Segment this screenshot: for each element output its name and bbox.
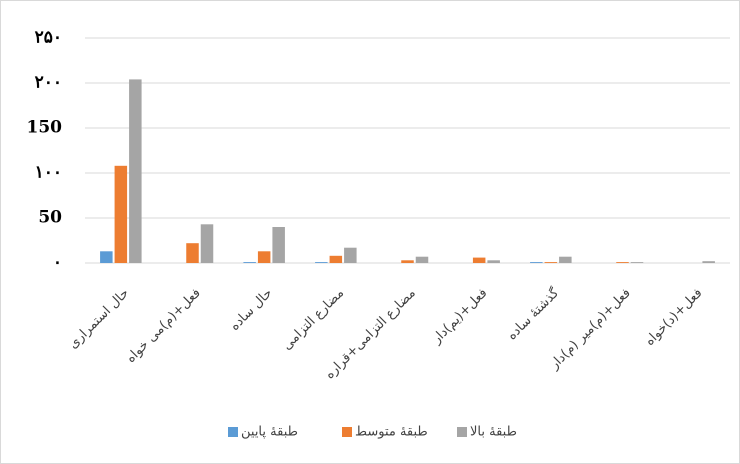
bar	[243, 262, 256, 263]
bar	[114, 165, 128, 263]
bar	[616, 262, 629, 263]
bar	[472, 257, 486, 263]
y-tick-label: ۲۵۰	[35, 28, 62, 48]
bar	[415, 256, 429, 263]
bar	[344, 247, 357, 263]
legend-label: طبقهٔ بالا	[470, 425, 517, 440]
bar	[186, 243, 199, 263]
bar	[630, 262, 644, 263]
bar	[129, 79, 142, 264]
y-tick-label: 50	[38, 208, 62, 228]
bar	[530, 262, 543, 263]
bar	[544, 262, 558, 263]
legend-swatch	[342, 427, 352, 437]
bar	[559, 256, 572, 263]
legend: طبقهٔ پایین طبقهٔ متوسط طبقهٔ بالا	[228, 425, 517, 440]
y-tick-label: ۲۰۰	[35, 73, 62, 93]
y-tick-label: ۱۰۰	[35, 163, 62, 183]
bar	[272, 227, 285, 263]
bar	[100, 251, 113, 263]
bar	[257, 251, 271, 263]
legend-label: طبقهٔ متوسط	[355, 425, 428, 440]
bar	[200, 224, 214, 263]
y-tick-label: 150	[27, 118, 63, 138]
y-tick-label: ۰	[53, 253, 62, 273]
bar	[702, 261, 715, 263]
legend-swatch	[457, 427, 467, 437]
legend-swatch	[228, 427, 238, 437]
bar	[329, 255, 343, 263]
bar	[487, 260, 500, 263]
bar	[401, 260, 414, 263]
bar	[315, 262, 328, 263]
legend-label: طبقهٔ پایین	[241, 425, 298, 440]
